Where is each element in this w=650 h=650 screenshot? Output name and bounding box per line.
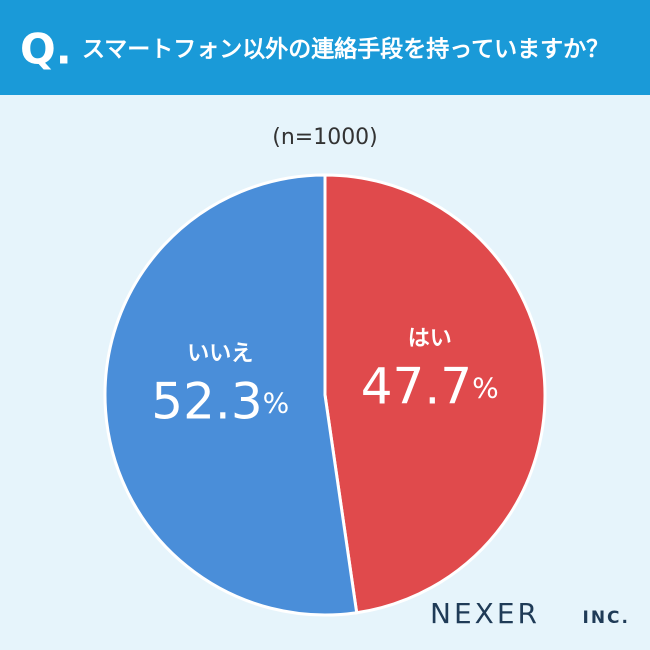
value-label: 52.3% [151,372,289,430]
pie-slice [323,173,547,615]
brand-suffix: INC. [583,608,631,628]
question-mark: Q. [20,25,72,74]
value-label: 47.7% [361,357,499,415]
brand: NEXER [430,597,540,630]
pie-slice [103,173,359,617]
category-label: いいえ [187,342,253,367]
category-label: はい [408,326,452,351]
pie [103,173,547,617]
header-bar [0,0,650,95]
chart-title: スマートフォン以外の連絡手段を持っていますか？ [82,36,609,63]
chart-subtitle: (n=1000) [272,125,378,150]
